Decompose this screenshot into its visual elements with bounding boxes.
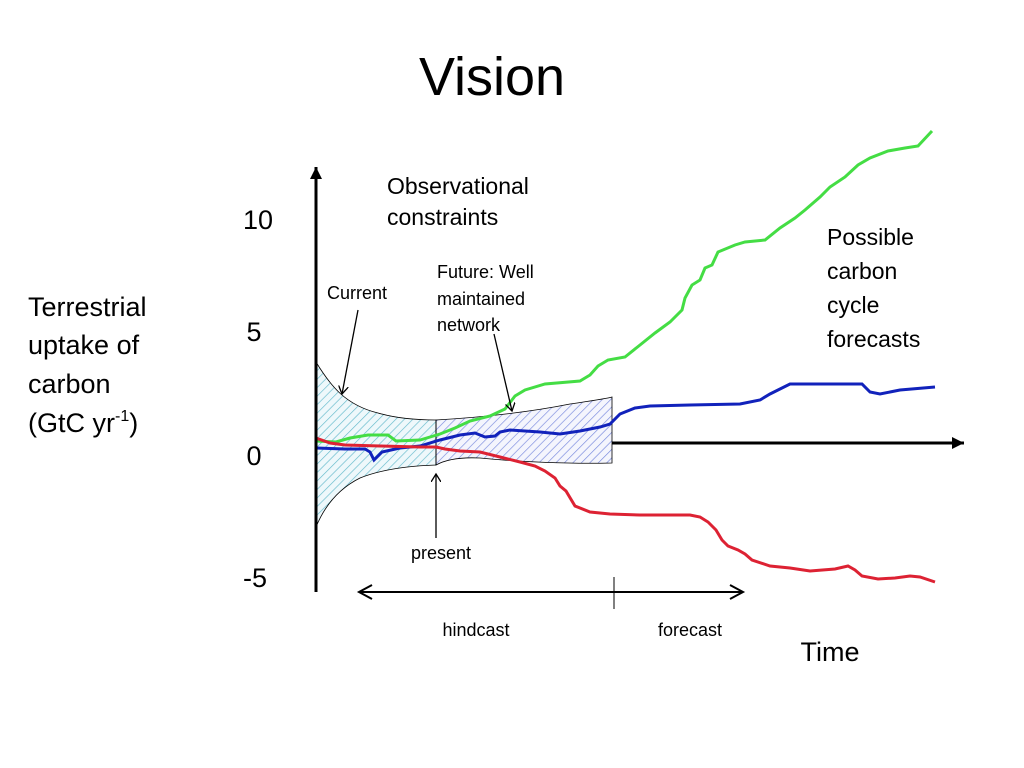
- y-tick-minus-5: -5: [243, 563, 267, 593]
- y-axis-label: Terrestrial uptake of carbon (GtC yr-1): [28, 292, 147, 438]
- high-scenario-line: [315, 129, 934, 444]
- y-axis-label-line-3: carbon: [28, 369, 111, 399]
- timeline-left-arrowhead: [356, 584, 373, 600]
- observational-constraints-label: Observational constraints: [387, 173, 529, 230]
- x-axis-label: Time: [801, 637, 860, 667]
- possible-line-3: cycle: [827, 292, 879, 318]
- observational-line-2: constraints: [387, 204, 498, 230]
- y-tick-0: 0: [246, 441, 261, 471]
- possible-forecasts-label: Possible carbon cycle forecasts: [827, 224, 920, 352]
- forecast-label: forecast: [658, 620, 722, 640]
- future-pointer-arrow: [493, 333, 512, 411]
- hindcast-label: hindcast: [442, 620, 509, 640]
- possible-line-4: forecasts: [827, 326, 920, 352]
- y-tick-10: 10: [243, 205, 273, 235]
- low-scenario-line: [315, 436, 936, 584]
- mid-scenario-line: [315, 382, 936, 463]
- future-line-2: maintained: [437, 289, 525, 309]
- possible-line-2: carbon: [827, 258, 897, 284]
- current-label: Current: [327, 283, 387, 303]
- future-network-label: Future: Well maintained network: [437, 262, 534, 335]
- y-axis-label-line-1: Terrestrial: [28, 292, 147, 322]
- slide-title: Vision: [419, 47, 565, 107]
- observational-line-1: Observational: [387, 173, 529, 199]
- future-line-1: Future: Well: [437, 262, 534, 282]
- y-tick-5: 5: [246, 317, 261, 347]
- y-axis-label-line-2: uptake of: [28, 330, 140, 360]
- current-pointer-arrow: [342, 309, 359, 394]
- future-line-3: network: [437, 315, 501, 335]
- timeline-right-arrowhead: [729, 584, 746, 600]
- possible-line-1: Possible: [827, 224, 914, 250]
- y-axis-label-unit: (GtC yr-1): [28, 408, 138, 438]
- present-label: present: [411, 543, 471, 563]
